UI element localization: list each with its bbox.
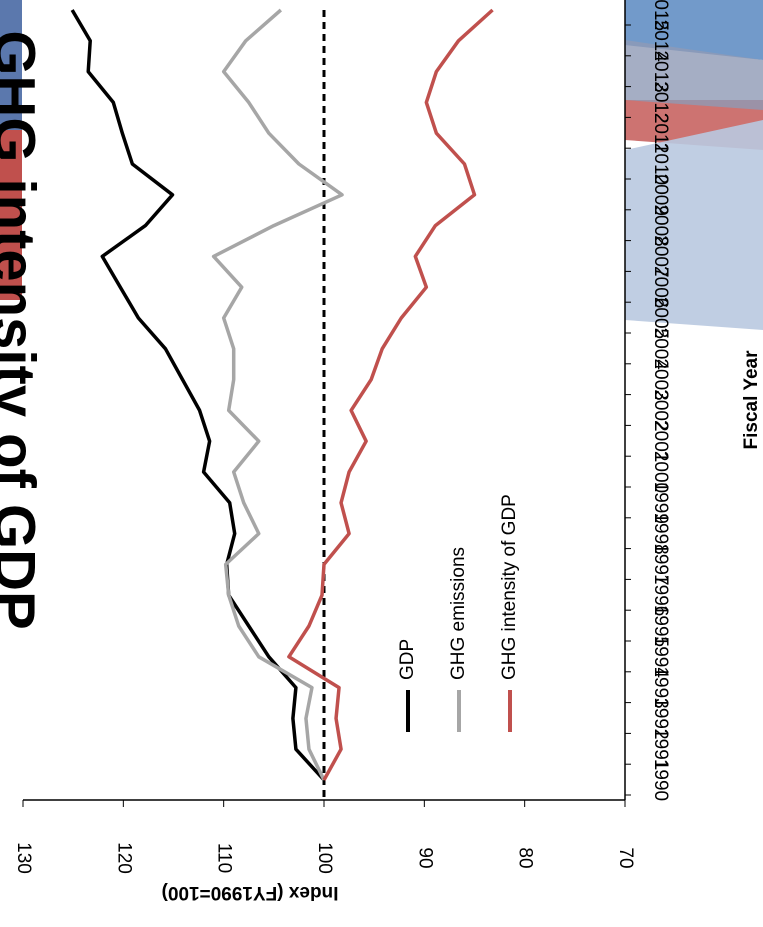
value-tick-label: 100 bbox=[314, 842, 335, 874]
value-tick-label: 130 bbox=[13, 842, 34, 874]
value-tick-label: 110 bbox=[214, 843, 235, 873]
chart: GHG intensity of GDP Index (FY1990=100) … bbox=[0, 0, 763, 922]
x-axis-title: Fiscal Year bbox=[741, 350, 762, 450]
value-tick-label: 120 bbox=[113, 842, 134, 874]
data-line bbox=[72, 10, 324, 780]
value-tick-label: 90 bbox=[414, 847, 435, 868]
value-tick-label: 70 bbox=[615, 847, 636, 868]
category-tick-label: 2015 bbox=[650, 0, 671, 31]
chart-title: GHG intensity of GDP bbox=[0, 30, 47, 629]
y-axis-title: Index (FY1990=100) bbox=[162, 882, 339, 903]
legend-label: GHG emissions bbox=[448, 547, 469, 680]
legend-label: GDP bbox=[397, 639, 418, 680]
value-tick-label: 80 bbox=[515, 847, 536, 868]
legend-label: GHG intensity of GDP bbox=[499, 494, 520, 680]
